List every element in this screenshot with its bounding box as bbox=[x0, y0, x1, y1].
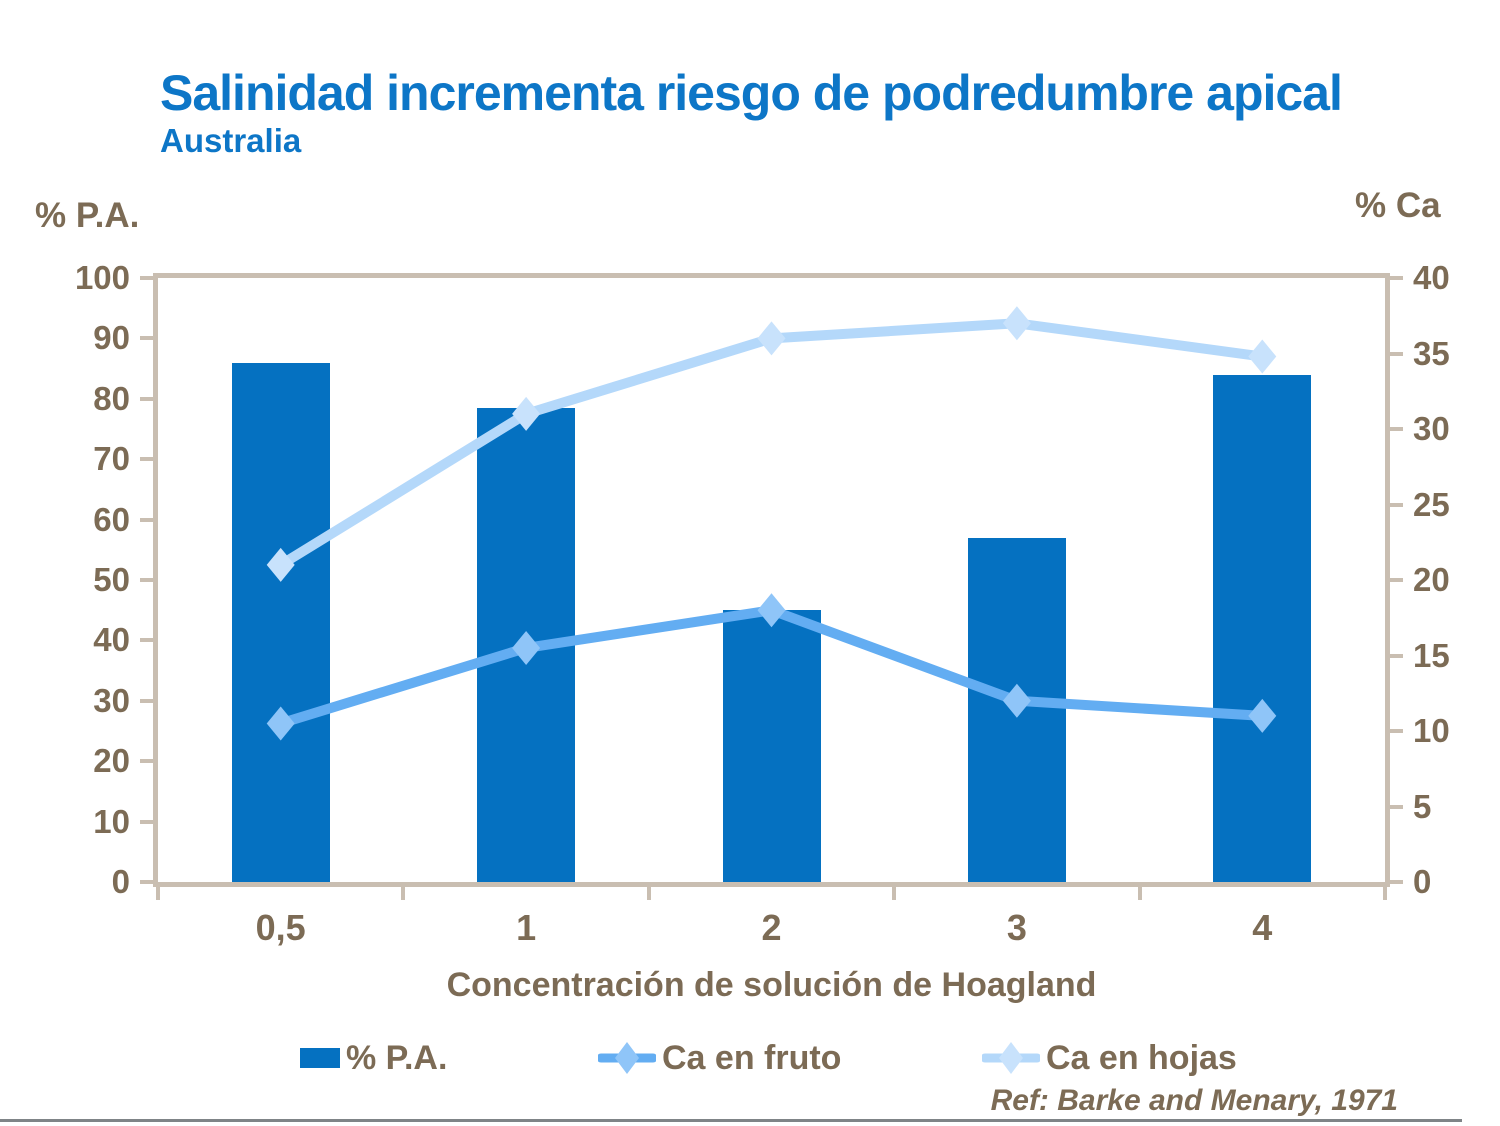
left-axis-tick bbox=[140, 819, 153, 824]
right-axis-tick bbox=[1390, 804, 1403, 809]
legend-item-ca-fruto: Ca en fruto bbox=[598, 1036, 841, 1080]
x-axis-tick bbox=[401, 887, 406, 900]
diamond-marker bbox=[1002, 683, 1031, 718]
left-axis-tick-label: 20 bbox=[93, 742, 130, 780]
x-axis-category-label: 2 bbox=[761, 907, 782, 948]
x-axis-tick bbox=[156, 887, 160, 900]
x-axis-category-label: 3 bbox=[1006, 907, 1027, 948]
left-axis-tick bbox=[140, 638, 153, 643]
slide-title: Salinidad incrementa riesgo de podredumb… bbox=[160, 65, 1343, 121]
right-axis-tick bbox=[1390, 276, 1403, 280]
diamond-marker bbox=[757, 593, 786, 628]
x-axis-tick bbox=[646, 887, 651, 900]
bottom-divider-line bbox=[0, 1119, 1462, 1122]
left-axis-tick bbox=[140, 517, 153, 522]
left-axis-tick-label: 50 bbox=[93, 561, 130, 598]
diamond-marker bbox=[266, 547, 295, 582]
left-axis-tick bbox=[140, 578, 153, 582]
right-axis-tick-label: 0 bbox=[1413, 863, 1432, 900]
left-axis-tick-label: 100 bbox=[74, 259, 130, 296]
x-axis-tick bbox=[892, 887, 897, 900]
left-axis-tick-label: 60 bbox=[93, 500, 130, 538]
line-diamond-legend-marker-hojas bbox=[982, 1039, 1040, 1077]
left-axis-tick bbox=[140, 698, 153, 703]
right-axis-tick-label: 25 bbox=[1413, 485, 1450, 523]
diamond-marker bbox=[1002, 306, 1031, 341]
diamond-marker bbox=[512, 396, 541, 431]
right-axis-tick bbox=[1390, 578, 1403, 582]
left-axis-tick bbox=[140, 457, 153, 462]
right-axis-tick bbox=[1390, 880, 1403, 884]
slide-subtitle: Australia bbox=[160, 122, 302, 159]
right-axis-tick-label: 35 bbox=[1413, 334, 1450, 372]
left-axis-tick bbox=[140, 336, 153, 341]
right-axis-tick-label: 5 bbox=[1413, 787, 1432, 825]
right-axis-tick bbox=[1390, 502, 1403, 507]
left-axis-tick-label: 0 bbox=[111, 863, 130, 900]
x-axis-category-label: 1 bbox=[516, 907, 537, 948]
bar-series-legend-swatch bbox=[300, 1048, 340, 1068]
bar-pa bbox=[1213, 374, 1312, 882]
legend-item-pa: % P.A. bbox=[300, 1036, 447, 1080]
legend-label-ca-hojas: Ca en hojas bbox=[1046, 1038, 1237, 1077]
line-ca-en-hojas bbox=[275, 318, 1268, 570]
left-axis-tick-label: 10 bbox=[93, 802, 130, 840]
left-axis-tick bbox=[140, 759, 153, 764]
left-axis-tick bbox=[140, 880, 153, 884]
x-axis-tick bbox=[1137, 887, 1142, 900]
left-axis-tick-label: 70 bbox=[93, 440, 130, 478]
diamond-marker bbox=[1248, 339, 1277, 374]
right-axis-title: % Ca bbox=[1355, 186, 1441, 225]
diamond-marker bbox=[512, 630, 541, 665]
bar-pa bbox=[722, 610, 821, 882]
left-axis-title: % P.A. bbox=[35, 196, 140, 235]
left-axis-tick-label: 30 bbox=[93, 681, 130, 719]
left-axis-tick-label: 40 bbox=[93, 621, 130, 659]
left-axis-tick bbox=[140, 276, 153, 280]
line-series-overlay bbox=[266, 306, 1277, 741]
right-axis-tick-label: 40 bbox=[1413, 259, 1450, 296]
right-axis-tick bbox=[1390, 427, 1403, 431]
legend-label-ca-fruto: Ca en fruto bbox=[662, 1038, 842, 1077]
x-axis-category-label: 4 bbox=[1252, 907, 1273, 948]
legend-item-ca-hojas: Ca en hojas bbox=[982, 1036, 1237, 1080]
left-axis-tick-label: 90 bbox=[93, 319, 130, 357]
right-axis-tick-label: 30 bbox=[1413, 410, 1450, 447]
right-axis-tick-label: 20 bbox=[1413, 561, 1450, 598]
right-axis-tick bbox=[1390, 351, 1403, 356]
left-axis-tick-label: 80 bbox=[93, 379, 130, 417]
legend-line-glyph bbox=[598, 1042, 656, 1074]
x-axis-category-label: 0,5 bbox=[255, 907, 306, 948]
bar-pa bbox=[231, 362, 330, 882]
right-axis-tick bbox=[1390, 653, 1403, 658]
right-axis-tick-label: 15 bbox=[1413, 636, 1450, 674]
right-axis-tick bbox=[1390, 729, 1403, 733]
legend-line-glyph bbox=[982, 1042, 1040, 1074]
line-diamond-legend-marker-fruto bbox=[598, 1039, 656, 1077]
right-axis-tick-label: 10 bbox=[1413, 712, 1450, 749]
left-axis-tick bbox=[140, 396, 153, 401]
x-axis-title: Concentración de solución de Hoagland bbox=[446, 966, 1097, 1004]
diamond-marker bbox=[1248, 698, 1277, 733]
diamond-marker bbox=[757, 321, 786, 356]
reference-text: Ref: Barke and Menary, 1971 bbox=[990, 1084, 1398, 1117]
legend-label-pa: % P.A. bbox=[346, 1038, 448, 1077]
diamond-marker bbox=[266, 706, 295, 741]
x-axis-tick bbox=[1383, 887, 1387, 900]
